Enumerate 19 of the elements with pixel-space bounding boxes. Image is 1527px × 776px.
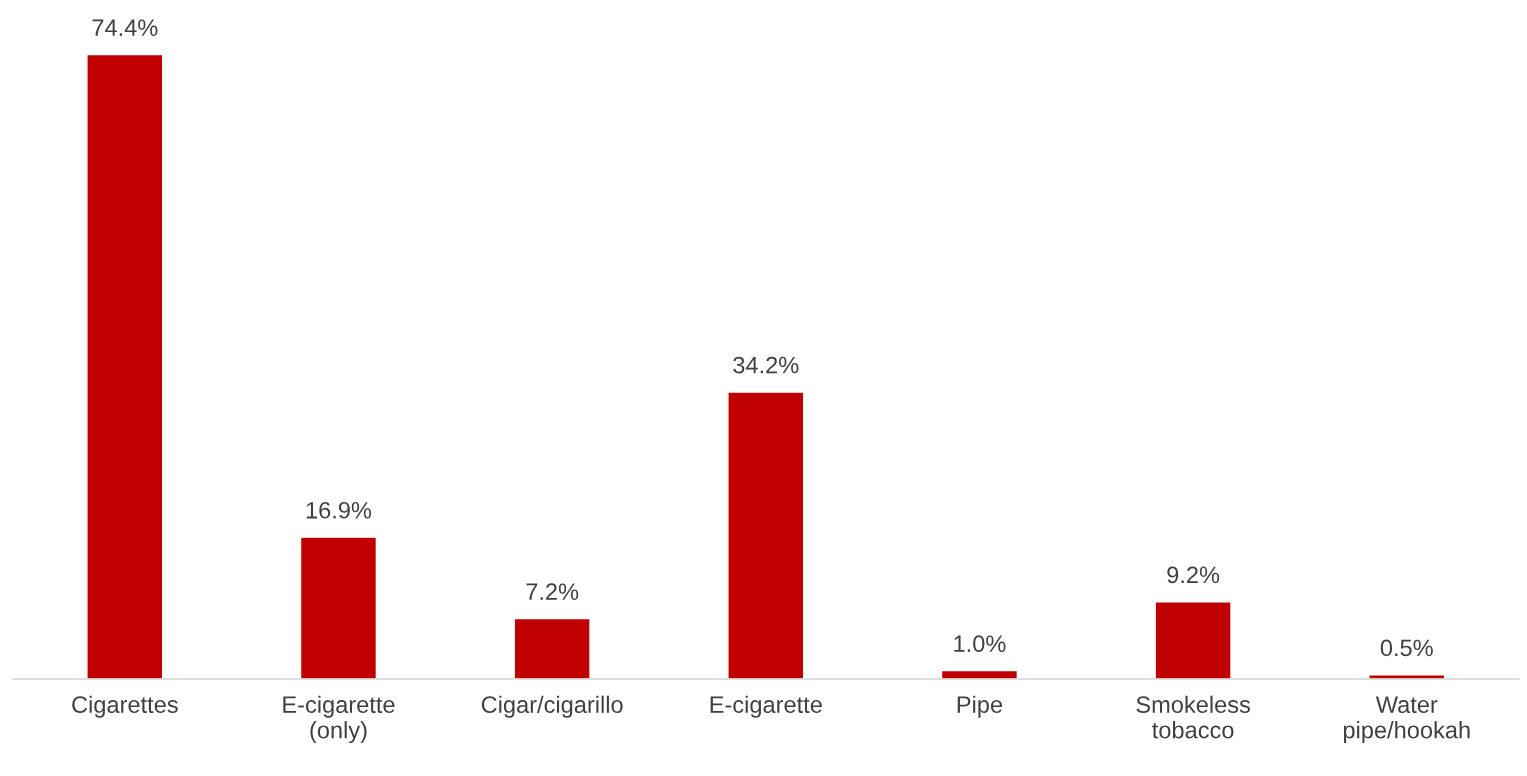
x-tick-label: Water pipe/hookah (1343, 696, 1470, 744)
x-tick-label: Cigarettes (72, 695, 178, 718)
data-label: 74.4% (92, 19, 158, 36)
bar (513, 617, 591, 679)
data-label: 7.2% (526, 583, 579, 600)
data-label: 34.2% (733, 356, 799, 374)
x-tick-label: Pipe (957, 695, 1003, 718)
bar (727, 391, 805, 679)
data-label: 1.0% (954, 635, 1006, 653)
data-label: 9.2% (1167, 566, 1220, 584)
bar (299, 536, 378, 679)
x-tick-label: E-cigarette (only) (283, 695, 395, 744)
x-tick-label: Cigar/cigarillo (481, 695, 623, 718)
bar (86, 53, 164, 679)
data-label: 16.9% (306, 501, 372, 519)
data-label: 0.5% (1380, 639, 1433, 657)
bar (1154, 601, 1232, 679)
x-tick-label: Smokeless tobacco (1136, 695, 1250, 739)
x-tick-label: E-cigarette (710, 695, 822, 718)
